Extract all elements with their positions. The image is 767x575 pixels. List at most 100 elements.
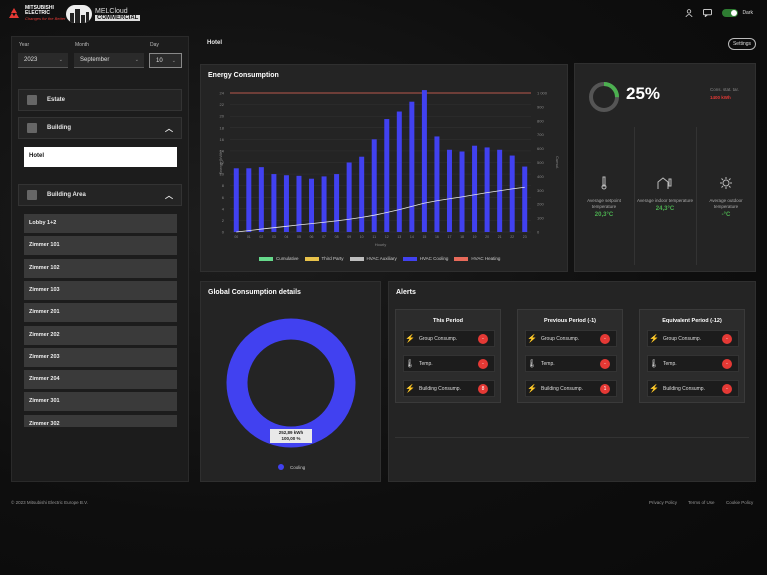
terms-link[interactable]: Terms of Use [688, 500, 715, 505]
alert-column: Equivalent Period (-12) ⚡ Group Consump. - 🌡… [639, 309, 745, 403]
y-tick-label: 24 [220, 91, 225, 96]
zone-item[interactable]: Zimmer 301 [24, 392, 177, 412]
alert-column-header: This Period [433, 318, 463, 324]
hvac-cooling-bar [409, 101, 415, 232]
x-tick-label: 18 [460, 235, 464, 239]
donut-tooltip: 252,89 kWh 100,00 % [270, 429, 312, 443]
day-select[interactable]: 10 ⌄ [149, 53, 182, 68]
alert-item[interactable]: ⚡ Group Consump. - [525, 330, 617, 347]
year-select[interactable]: 2023 ⌄ [18, 53, 68, 68]
alert-column: This Period ⚡ Group Consump. - 🌡 Temp. - ⚡ Build… [395, 309, 501, 403]
legend-label: Cumulative [276, 256, 299, 261]
settings-button[interactable]: Settings [728, 38, 756, 50]
zone-item[interactable]: Zimmer 202 [24, 325, 177, 345]
month-label: Month [75, 42, 89, 48]
hotel-item[interactable]: Hotel [24, 147, 177, 167]
legend-item[interactable]: HVAC Heating [454, 256, 500, 261]
alert-item-label: Temp. [663, 360, 677, 367]
y-tick-label: 22 [220, 102, 225, 107]
hvac-cooling-bar [421, 90, 427, 233]
theme-toggle[interactable] [722, 9, 739, 17]
chat-icon[interactable] [703, 9, 713, 17]
y-axis-label: Energy [kWh] [218, 150, 223, 174]
legend-item[interactable]: HVAC Cooling [402, 256, 448, 261]
x-tick-label: 14 [410, 235, 414, 239]
legend-swatch [304, 256, 319, 261]
zone-item[interactable]: Zimmer 302 [24, 414, 177, 427]
legend-item[interactable]: Third Party [304, 256, 344, 261]
y2-axis-label: Cumul. [555, 156, 560, 169]
y2-tick-label: 300 [537, 188, 544, 193]
setpoint-kpi: Average setpoint temperature 20,3°C [575, 176, 633, 218]
hvac-cooling-bar [384, 119, 390, 232]
month-select[interactable]: September ⌄ [74, 53, 144, 68]
lightning-icon: ⚡ [405, 384, 415, 393]
outdoor-temperature-icon [720, 177, 732, 189]
y-tick-label: 12 [220, 160, 225, 165]
y2-tick-label: 800 [537, 118, 544, 123]
alert-item[interactable]: ⚡ Building Consump. 8 [403, 380, 495, 397]
chevron-up-icon[interactable]: ︿ [165, 190, 173, 200]
building-row[interactable]: Building ︿ [18, 117, 182, 139]
alerts-title: Alerts [396, 289, 416, 296]
alert-item[interactable]: 🌡 Temp. - [647, 355, 739, 372]
mitsubishi-diamonds-icon [9, 7, 19, 20]
x-tick-label: 16 [435, 235, 439, 239]
user-icon[interactable] [685, 9, 693, 17]
y2-tick-label: 600 [537, 146, 544, 151]
thermometer-icon: 🌡 [648, 359, 660, 368]
zone-item[interactable]: Zimmer 201 [24, 303, 177, 323]
alert-item[interactable]: ⚡ Group Consump. - [647, 330, 739, 347]
zone-item[interactable]: Zimmer 102 [24, 258, 177, 278]
privacy-link[interactable]: Privacy Policy [649, 500, 678, 505]
alert-item-label: Temp. [541, 360, 555, 367]
y-tick-label: 0 [222, 230, 225, 235]
consumption-target-label: Cons. stat. tar. [710, 87, 740, 92]
alert-badge: - [722, 333, 732, 344]
outdoor-kpi: Average outdoor temperature -°C [697, 176, 755, 218]
alert-item[interactable]: ⚡ Building Consump. 1 [525, 380, 617, 397]
setpoint-label: Average setpoint temperature [587, 198, 621, 209]
alert-item-label: Group Consump. [663, 335, 702, 342]
lightning-icon: ⚡ [405, 334, 415, 343]
x-tick-label: 03 [272, 235, 276, 239]
zone-item[interactable]: Zimmer 204 [24, 370, 177, 390]
cookie-link[interactable]: Cookie Policy [726, 500, 754, 505]
y2-tick-label: 1 000 [537, 91, 548, 96]
alert-item[interactable]: ⚡ Building Consump. - [647, 380, 739, 397]
zone-item[interactable]: Zimmer 101 [24, 236, 177, 256]
alert-item-label: Building Consump. [419, 385, 461, 392]
legend-label: Third Party [321, 256, 344, 261]
estate-row[interactable]: Estate [18, 89, 182, 111]
cooling-legend-dot [278, 464, 284, 470]
chevron-up-icon[interactable]: ︿ [165, 123, 173, 133]
hvac-cooling-bar [346, 162, 352, 232]
zone-item[interactable]: Zimmer 203 [24, 347, 177, 367]
zone-item[interactable]: Zimmer 103 [24, 280, 177, 300]
x-tick-label: 04 [284, 235, 288, 239]
x-tick-label: 12 [385, 235, 389, 239]
percent-value: 25% [626, 84, 661, 103]
alert-badge: - [600, 333, 610, 344]
melcloud-logo[interactable]: MELCloud COMMERCIAL [66, 5, 141, 23]
alert-item-label: Group Consump. [541, 335, 580, 342]
mitsubishi-logo[interactable]: MITSUBISHI ELECTRIC Changes for the Bett… [9, 6, 65, 21]
alert-item[interactable]: 🌡 Temp. - [525, 355, 617, 372]
legend-item[interactable]: Cumulative [259, 256, 299, 261]
building-area-row[interactable]: Building Area ︿ [18, 184, 182, 206]
kpi-card [574, 63, 756, 272]
x-tick-label: 08 [335, 235, 339, 239]
legend-item[interactable]: HVAC Auxiliary [349, 256, 397, 261]
energy-chart: 0246810121416182022240100200300400500600… [218, 90, 560, 247]
x-tick-label: 02 [259, 235, 263, 239]
zone-item[interactable]: Lobby 1+2 [24, 214, 177, 233]
y-tick-label: 4 [222, 206, 225, 211]
donut-value: 252,89 kWh [278, 430, 304, 435]
y2-tick-label: 100 [537, 216, 544, 221]
alert-item[interactable]: 🌡 Temp. - [403, 355, 495, 372]
alert-badge: - [600, 358, 610, 369]
hvac-cooling-bar [446, 149, 452, 232]
legend-swatch [454, 256, 469, 261]
alert-item[interactable]: ⚡ Group Consump. - [403, 330, 495, 347]
x-tick-label: 19 [473, 235, 477, 239]
